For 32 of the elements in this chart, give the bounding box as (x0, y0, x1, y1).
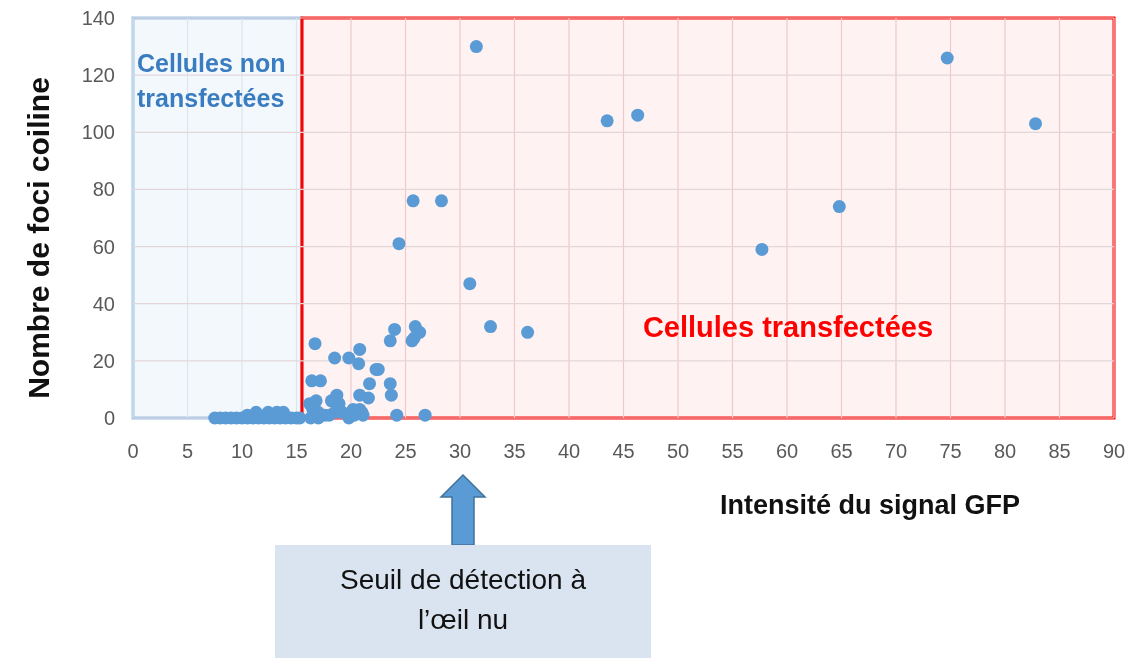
x-tick-label: 65 (830, 440, 853, 462)
x-tick-label: 80 (993, 440, 1017, 462)
x-tick-label: 5 (181, 440, 194, 462)
y-tick-label: 140 (81, 7, 115, 29)
x-tick-label: 0 (127, 440, 139, 462)
x-tick-label: 85 (1048, 440, 1071, 462)
x-tick-label: 90 (1102, 440, 1126, 462)
y-tick-label: 80 (92, 178, 115, 201)
x-tick-label: 10 (230, 440, 254, 462)
x-tick-label: 45 (612, 440, 635, 462)
x-tick-label: 70 (884, 440, 908, 462)
band-label: Cellules non transfectées (137, 49, 286, 113)
x-tick-label: 50 (666, 440, 690, 462)
y-tick-label: 0 (103, 407, 115, 429)
y-tick-label: 40 (92, 292, 115, 315)
y-tick-label: 100 (81, 121, 115, 144)
y-tick-label: 20 (92, 349, 115, 372)
text: Seuil de détection à l’œil nu (340, 563, 587, 635)
band-label: Cellules transfectées (642, 310, 934, 343)
x-tick-label: 40 (557, 440, 581, 462)
y-tick-label: 120 (81, 64, 115, 87)
x-tick-label: 15 (285, 440, 308, 462)
x-tick-label: 20 (339, 440, 363, 462)
x-tick-label: 25 (394, 440, 417, 462)
y-tick-label: 60 (92, 235, 115, 258)
x-tick-label: 30 (448, 440, 472, 462)
x-tick-label: 35 (503, 440, 526, 462)
x-tick-label: 75 (939, 440, 962, 462)
y-axis-title: Nombre de foci coiline (21, 77, 55, 399)
x-tick-label: 60 (775, 440, 799, 462)
x-tick-label: 55 (721, 440, 744, 462)
x-axis-title: Intensité du signal GFP (719, 490, 1021, 521)
